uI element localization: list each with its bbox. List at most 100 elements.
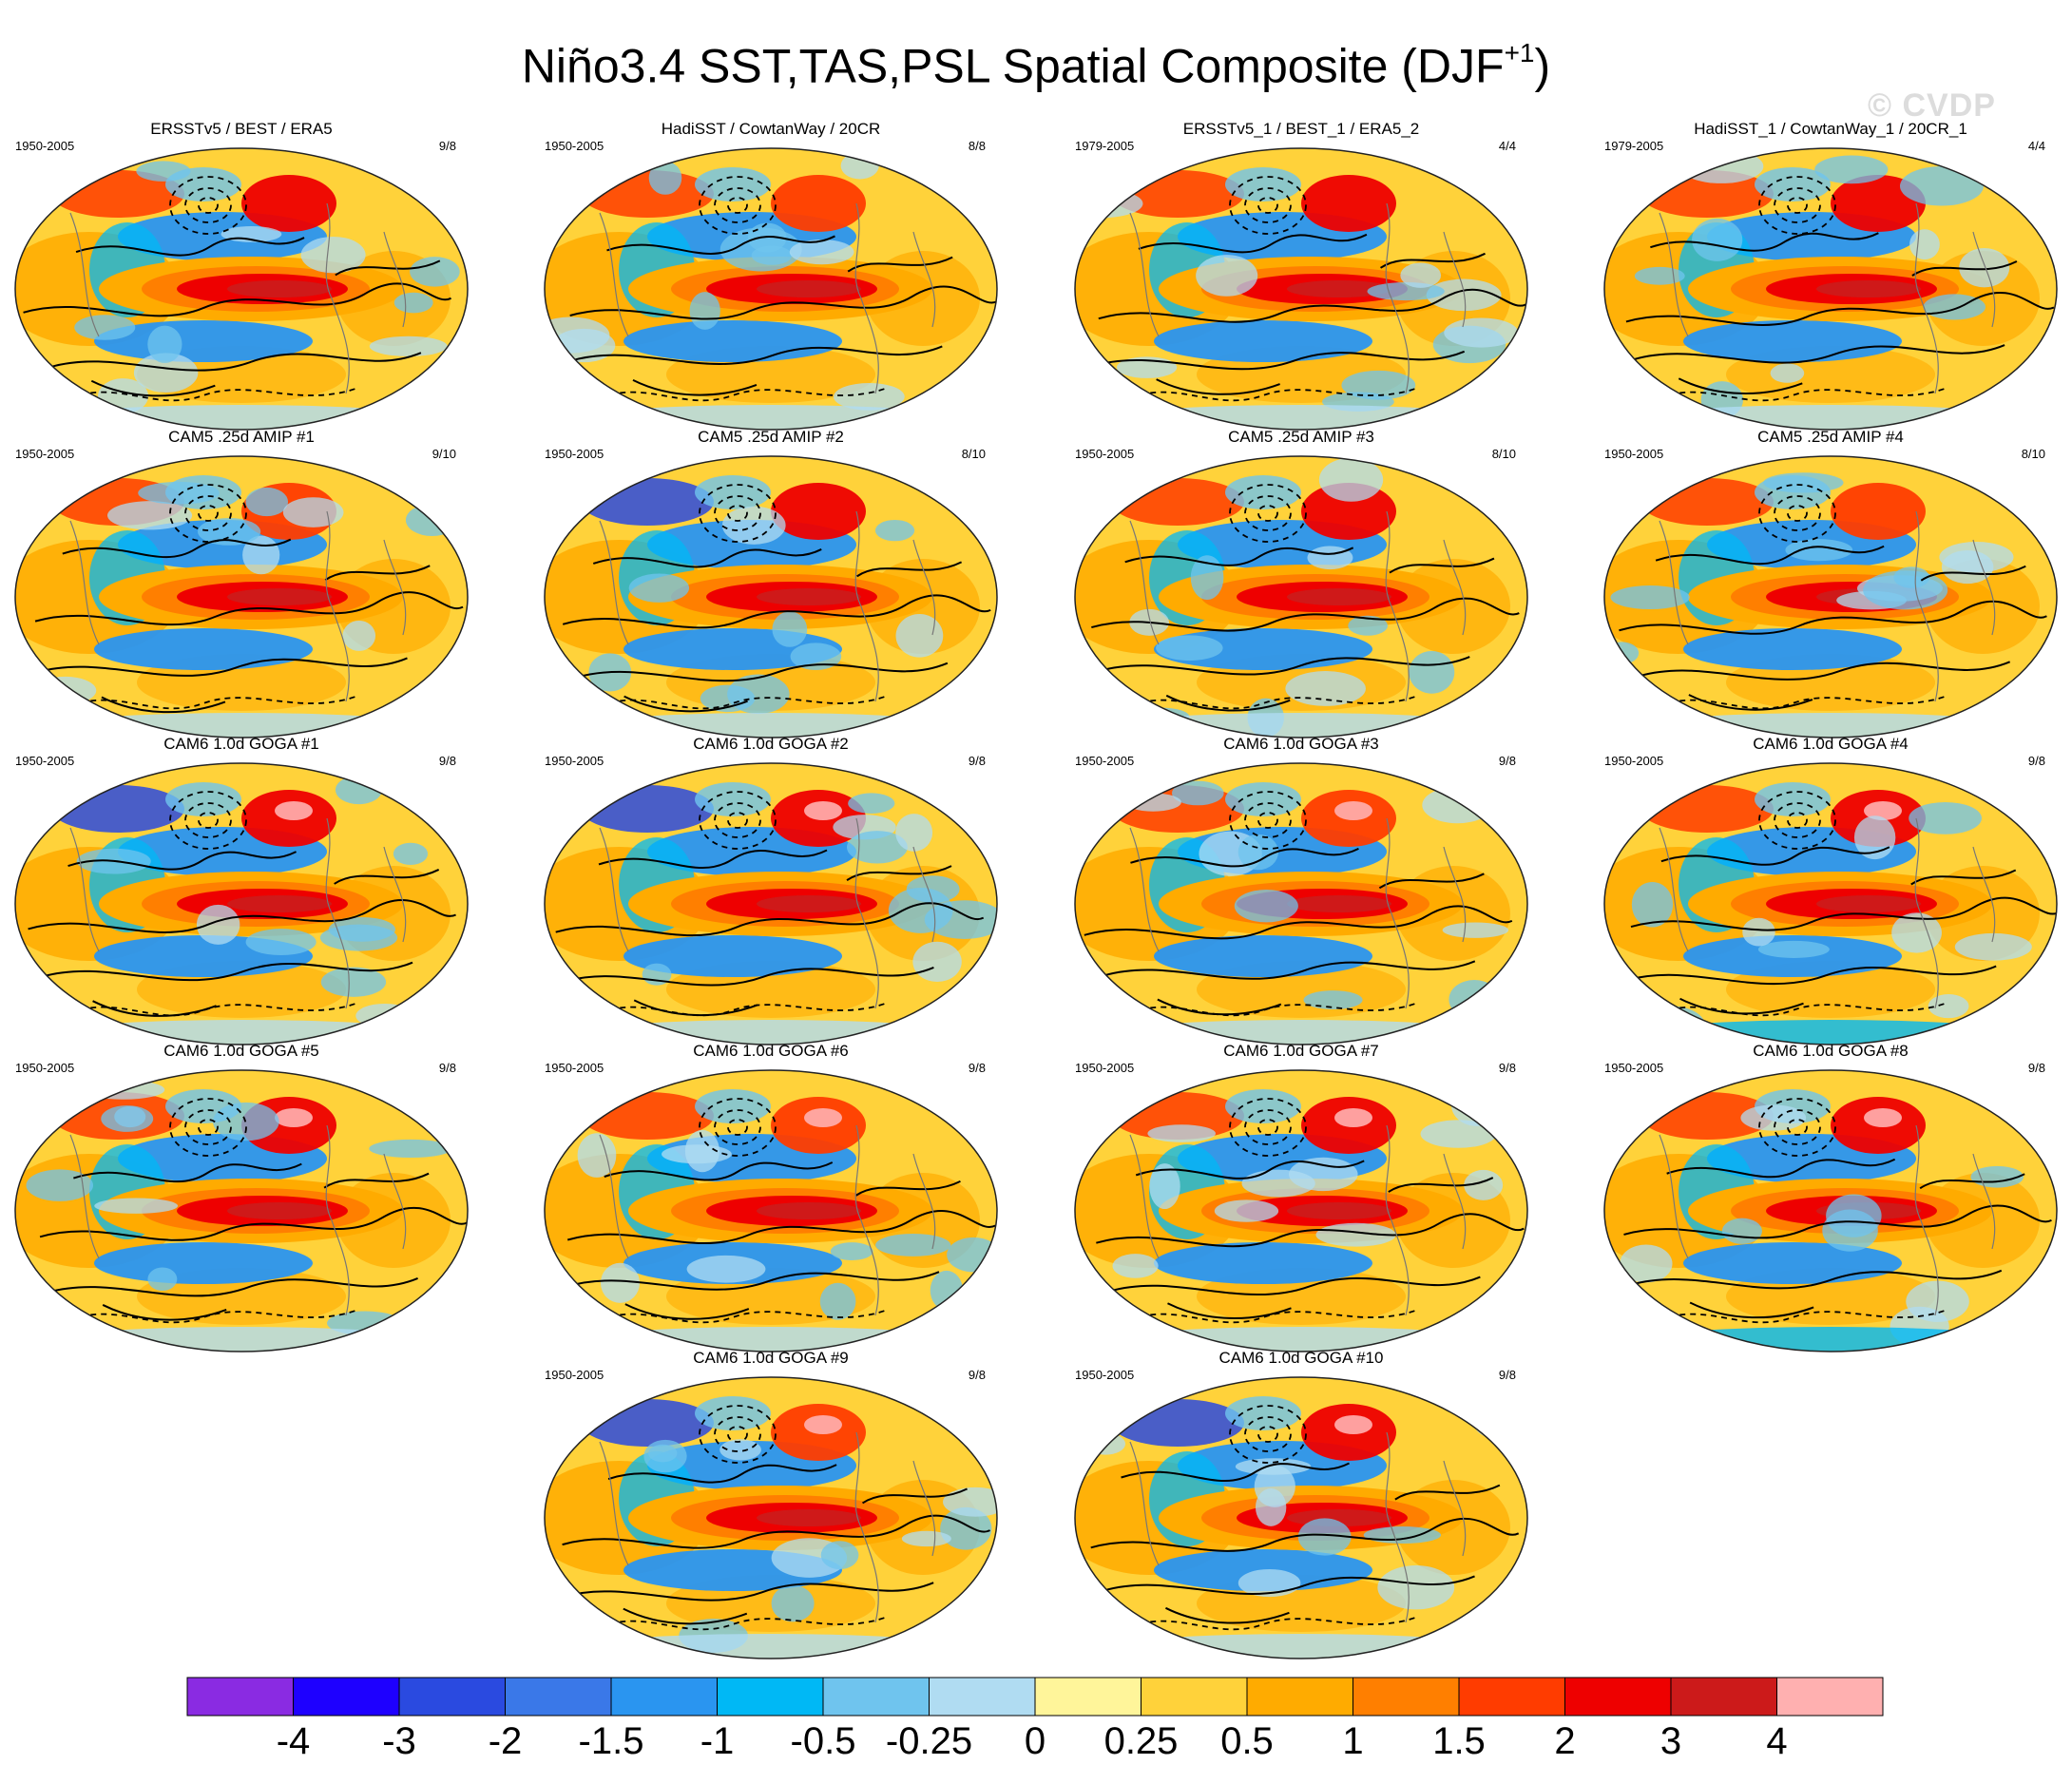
aleutian-low-contour — [1774, 802, 1821, 838]
anomaly-patch — [1214, 1199, 1279, 1222]
psl-contour-negative — [1129, 1310, 1416, 1324]
psl-contour-negative — [1659, 1310, 1946, 1324]
panel-title: HadiSST / CowtanWay / 20CR — [661, 120, 881, 138]
composite-map — [1074, 455, 1528, 739]
anomaly-patch — [1631, 881, 1674, 928]
colorbar-tick-label: 0.5 — [1220, 1720, 1274, 1762]
anomaly-patch — [1156, 635, 1223, 662]
anomaly-patch — [895, 614, 944, 658]
aleutian-low-contour — [1244, 802, 1292, 838]
anomaly-patch — [1409, 650, 1455, 694]
psl-contour-positive — [1096, 1213, 1525, 1248]
panel-event-count: 9/8 — [968, 1061, 986, 1075]
psl-contours-negative — [1659, 1098, 1946, 1324]
map-panel: CAM6 1.0d GOGA #4 1950-2005 9/8 — [1602, 735, 2059, 1048]
composite-map — [1603, 147, 2058, 431]
panel-event-count: 8/10 — [961, 447, 986, 461]
anomaly-patch — [1814, 155, 1889, 184]
psl-contour-positive — [624, 695, 748, 713]
map-panel: CAM6 1.0d GOGA #10 1950-2005 9/8 — [1073, 1349, 1529, 1662]
psl-contour-positive — [90, 379, 216, 397]
psl-contours — [1623, 1158, 2052, 1319]
psl-contour-positive — [1388, 1177, 1494, 1193]
south-pacific-cool-band — [94, 628, 313, 670]
anomaly-patch — [686, 1255, 766, 1283]
anomaly-patch — [1400, 262, 1442, 288]
eurasia-region — [1111, 1399, 1244, 1447]
psl-contours-negative — [599, 484, 886, 710]
psl-contour-positive — [324, 565, 431, 582]
map-panel: HadiSST_1 / CowtanWay_1 / 20CR_1 1979-200… — [1602, 120, 2059, 433]
psl-contours — [1090, 1462, 1520, 1624]
anomaly-patch — [1740, 1104, 1807, 1131]
anomaly-patch — [1473, 1406, 1527, 1440]
map-panel: CAM5 .25d AMIP #1 1950-2005 9/10 — [13, 428, 470, 741]
psl-contour-negative — [69, 388, 356, 402]
panel-title: ERSSTv5 / BEST / ERA5 — [150, 120, 333, 138]
psl-contour-positive — [1090, 1517, 1520, 1552]
eurasia-region — [581, 785, 714, 833]
map-border — [1603, 147, 2058, 431]
aleutian-low-contour — [727, 197, 748, 214]
psl-contour-negative — [1129, 696, 1416, 710]
coastlines — [1129, 1431, 1467, 1623]
north-america-max-region — [804, 1415, 842, 1434]
anomaly-patch — [719, 1439, 761, 1461]
map-border — [544, 762, 998, 1045]
panel-years: 1950-2005 — [1075, 447, 1135, 461]
anomaly-patch — [648, 161, 682, 195]
anomaly-patch — [1377, 1565, 1455, 1610]
psl-contours — [555, 849, 985, 1016]
psl-contours-negative — [1659, 176, 1946, 402]
panel-title: CAM6 1.0d GOGA #2 — [693, 735, 849, 753]
continent-outline — [1659, 817, 1996, 1009]
enso-core-max — [227, 895, 332, 912]
aleutian-low-contour — [727, 1119, 748, 1136]
psl-contours — [562, 1464, 991, 1625]
aleutian-low-contour — [1787, 505, 1808, 522]
coastlines — [69, 1124, 407, 1316]
aleutian-low-contour — [714, 187, 761, 223]
north-america-max-region — [1334, 1108, 1372, 1127]
anomaly-patch — [282, 497, 344, 528]
psl-contour-negative — [1659, 1003, 1946, 1017]
psl-contour-positive — [1164, 1606, 1290, 1624]
aleutian-low-contour — [1244, 1416, 1292, 1452]
aleutian-low-contour — [714, 802, 761, 838]
panel-title: CAM6 1.0d GOGA #6 — [693, 1042, 849, 1060]
aleutian-low-contour — [1244, 187, 1292, 223]
psl-contour-positive — [1689, 1301, 1814, 1319]
anomaly-patch — [846, 831, 908, 864]
anomaly-patch — [1241, 1169, 1315, 1198]
anomaly-patch — [577, 1133, 617, 1178]
north-america-max-region — [1864, 801, 1902, 820]
panel-event-count: 9/8 — [438, 1061, 456, 1075]
continent-outline — [599, 817, 936, 1009]
aleutian-low-contour — [1787, 812, 1808, 829]
aleutian-low-contour — [198, 197, 219, 214]
psl-contour-positive — [598, 849, 828, 869]
south-pacific-cool-band — [94, 1242, 313, 1284]
panel-event-count: 4/4 — [1498, 139, 1516, 153]
eurasia-region — [1111, 478, 1244, 526]
enso-core-max — [1287, 1202, 1391, 1219]
composite-map — [1603, 455, 2058, 739]
psl-contour-positive — [1084, 905, 1513, 940]
psl-contours-negative — [1659, 791, 1946, 1017]
psl-contour-positive — [1093, 350, 1466, 371]
anomaly-patch — [1605, 642, 1640, 664]
psl-contour-positive — [1679, 997, 1804, 1015]
anomaly-patch — [74, 315, 136, 340]
psl-contour-positive — [562, 1514, 991, 1549]
anomaly-patch — [1610, 585, 1690, 610]
composite-map — [14, 455, 469, 739]
anomaly-patch — [198, 517, 261, 546]
anomaly-patch — [94, 1198, 179, 1214]
psl-contours — [562, 548, 991, 713]
panel-years: 1950-2005 — [1604, 1061, 1664, 1075]
psl-contour-positive — [323, 1172, 430, 1189]
aleutian-low-contour — [1257, 197, 1278, 214]
psl-contour-negative — [599, 1310, 886, 1324]
anomaly-patch — [771, 1584, 815, 1622]
aleutian-low-contour — [1244, 495, 1292, 531]
